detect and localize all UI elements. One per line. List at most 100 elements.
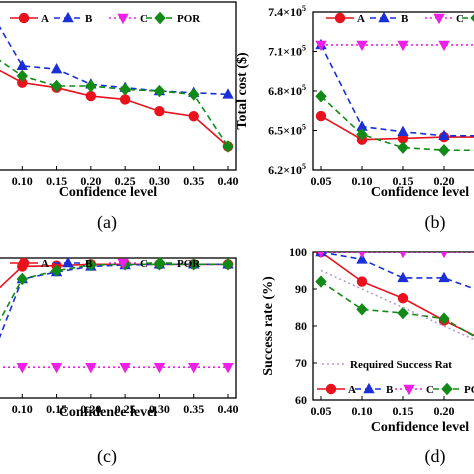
data-point-c (16, 363, 28, 374)
legend-label-b: B (85, 258, 93, 270)
data-point-por (153, 84, 166, 98)
data-point-por (85, 258, 97, 272)
x-tick-label: 0.10 (352, 404, 373, 418)
series-line-por (320, 95, 474, 152)
x-tick-label: 0.20 (80, 174, 101, 188)
y-axis-title: Success rate (%) (261, 276, 276, 376)
legend-marker-b (62, 256, 74, 268)
x-tick-label: 0.15 (46, 402, 67, 416)
legend-label-a: A (41, 13, 49, 25)
legend-marker-c (117, 13, 129, 25)
data-point-b (50, 63, 63, 74)
data-point-c (188, 363, 200, 374)
data-point-b (397, 271, 409, 283)
series-line-a (320, 252, 474, 337)
plot-area (0, 258, 234, 374)
data-point-c (315, 40, 327, 52)
panel-label: (b) (425, 212, 446, 233)
panel-label: (d) (425, 446, 446, 467)
legend-marker-por (154, 11, 166, 25)
data-point-por (188, 258, 200, 271)
legend: A B C POR (10, 256, 201, 270)
reference-line (320, 269, 474, 341)
data-point-c (358, 252, 366, 259)
x-tick-label: 0.30 (149, 174, 170, 188)
x-tick-label: 0.05 (311, 404, 332, 418)
plot-frame (312, 251, 474, 401)
annotation-label: Required Success Rat (350, 359, 452, 371)
series-line-b (320, 252, 474, 290)
legend-label-c: C (140, 13, 148, 25)
data-point-por (356, 128, 368, 141)
data-point-a (85, 90, 97, 102)
legend-label-a: A (357, 13, 365, 25)
legend-label-b: B (85, 13, 93, 25)
legend-label-por: POR (177, 258, 201, 270)
y-tick-label: 6.8×105 (268, 83, 306, 98)
x-tick-label: 0.15 (393, 404, 414, 418)
y-tick-label: 70 (295, 356, 307, 370)
legend-label-a: A (41, 258, 49, 270)
data-point-por (50, 79, 63, 93)
series-line-por (0, 263, 228, 322)
legend-marker-a (18, 12, 30, 24)
plot-frame (0, 257, 237, 399)
data-point-c (85, 363, 97, 374)
x-axis-title: Confidence level (371, 185, 469, 200)
data-point-a (17, 77, 28, 88)
data-point-b (397, 125, 409, 137)
legend-marker-c (433, 13, 445, 25)
legend-marker-c (403, 384, 415, 396)
data-point-a (154, 106, 165, 117)
x-tick-label: 0.10 (352, 174, 373, 188)
data-point-b (16, 59, 28, 71)
data-point-b (356, 120, 368, 131)
data-point-b (438, 129, 450, 140)
y-tick-label: 90 (295, 282, 307, 296)
x-tick-label: 0.20 (434, 404, 455, 418)
x-tick-label: 0.10 (12, 402, 33, 416)
data-point-b (356, 253, 368, 264)
x-tick-label: 0.10 (12, 174, 33, 188)
data-point-c (399, 252, 407, 259)
data-point-c (153, 363, 166, 374)
data-point-por (50, 264, 63, 277)
data-point-c (438, 40, 450, 52)
data-point-c (440, 252, 448, 259)
plot-area: Required Success Rat (315, 252, 474, 371)
x-tick-label: 0.35 (183, 174, 204, 188)
x-tick-label: 0.25 (115, 174, 136, 188)
series-line-b (0, 263, 228, 339)
plot-frame (0, 1, 237, 171)
data-point-por (438, 312, 450, 325)
legend-label-c: C (426, 384, 434, 396)
data-point-c (222, 363, 234, 374)
x-tick-label: 0.30 (149, 402, 170, 416)
data-point-b (222, 88, 234, 99)
legend-label-a: A (348, 384, 356, 396)
y-tick-label: 6.2×105 (268, 162, 306, 177)
x-axis-title: Confidence level (371, 420, 469, 435)
x-tick-label: 0.15 (46, 174, 67, 188)
x-tick-label: 0.15 (393, 174, 414, 188)
data-point-por (85, 79, 97, 93)
data-point-por (16, 69, 28, 83)
data-point-b (438, 271, 450, 283)
data-point-por (397, 306, 409, 320)
legend-label-c: C (140, 258, 148, 270)
legend-label-b: B (401, 13, 409, 25)
chart-panel-a: 0.050.100.150.200.250.300.350.40Confiden… (0, 1, 239, 233)
legend-marker-a (334, 12, 346, 24)
legend-marker-a (18, 257, 30, 269)
data-point-por (188, 88, 200, 101)
x-tick-label: 0.40 (218, 174, 239, 188)
y-tick-label: 100 (289, 245, 307, 259)
y-tick-label: 6.5×105 (268, 123, 306, 138)
chart-panel-b: 0.050.100.150.200.250Confidence level6.2… (235, 4, 474, 233)
data-point-a (188, 111, 199, 122)
legend-marker-por (441, 382, 453, 396)
data-point-c (50, 363, 63, 374)
plot-area (0, 26, 234, 153)
